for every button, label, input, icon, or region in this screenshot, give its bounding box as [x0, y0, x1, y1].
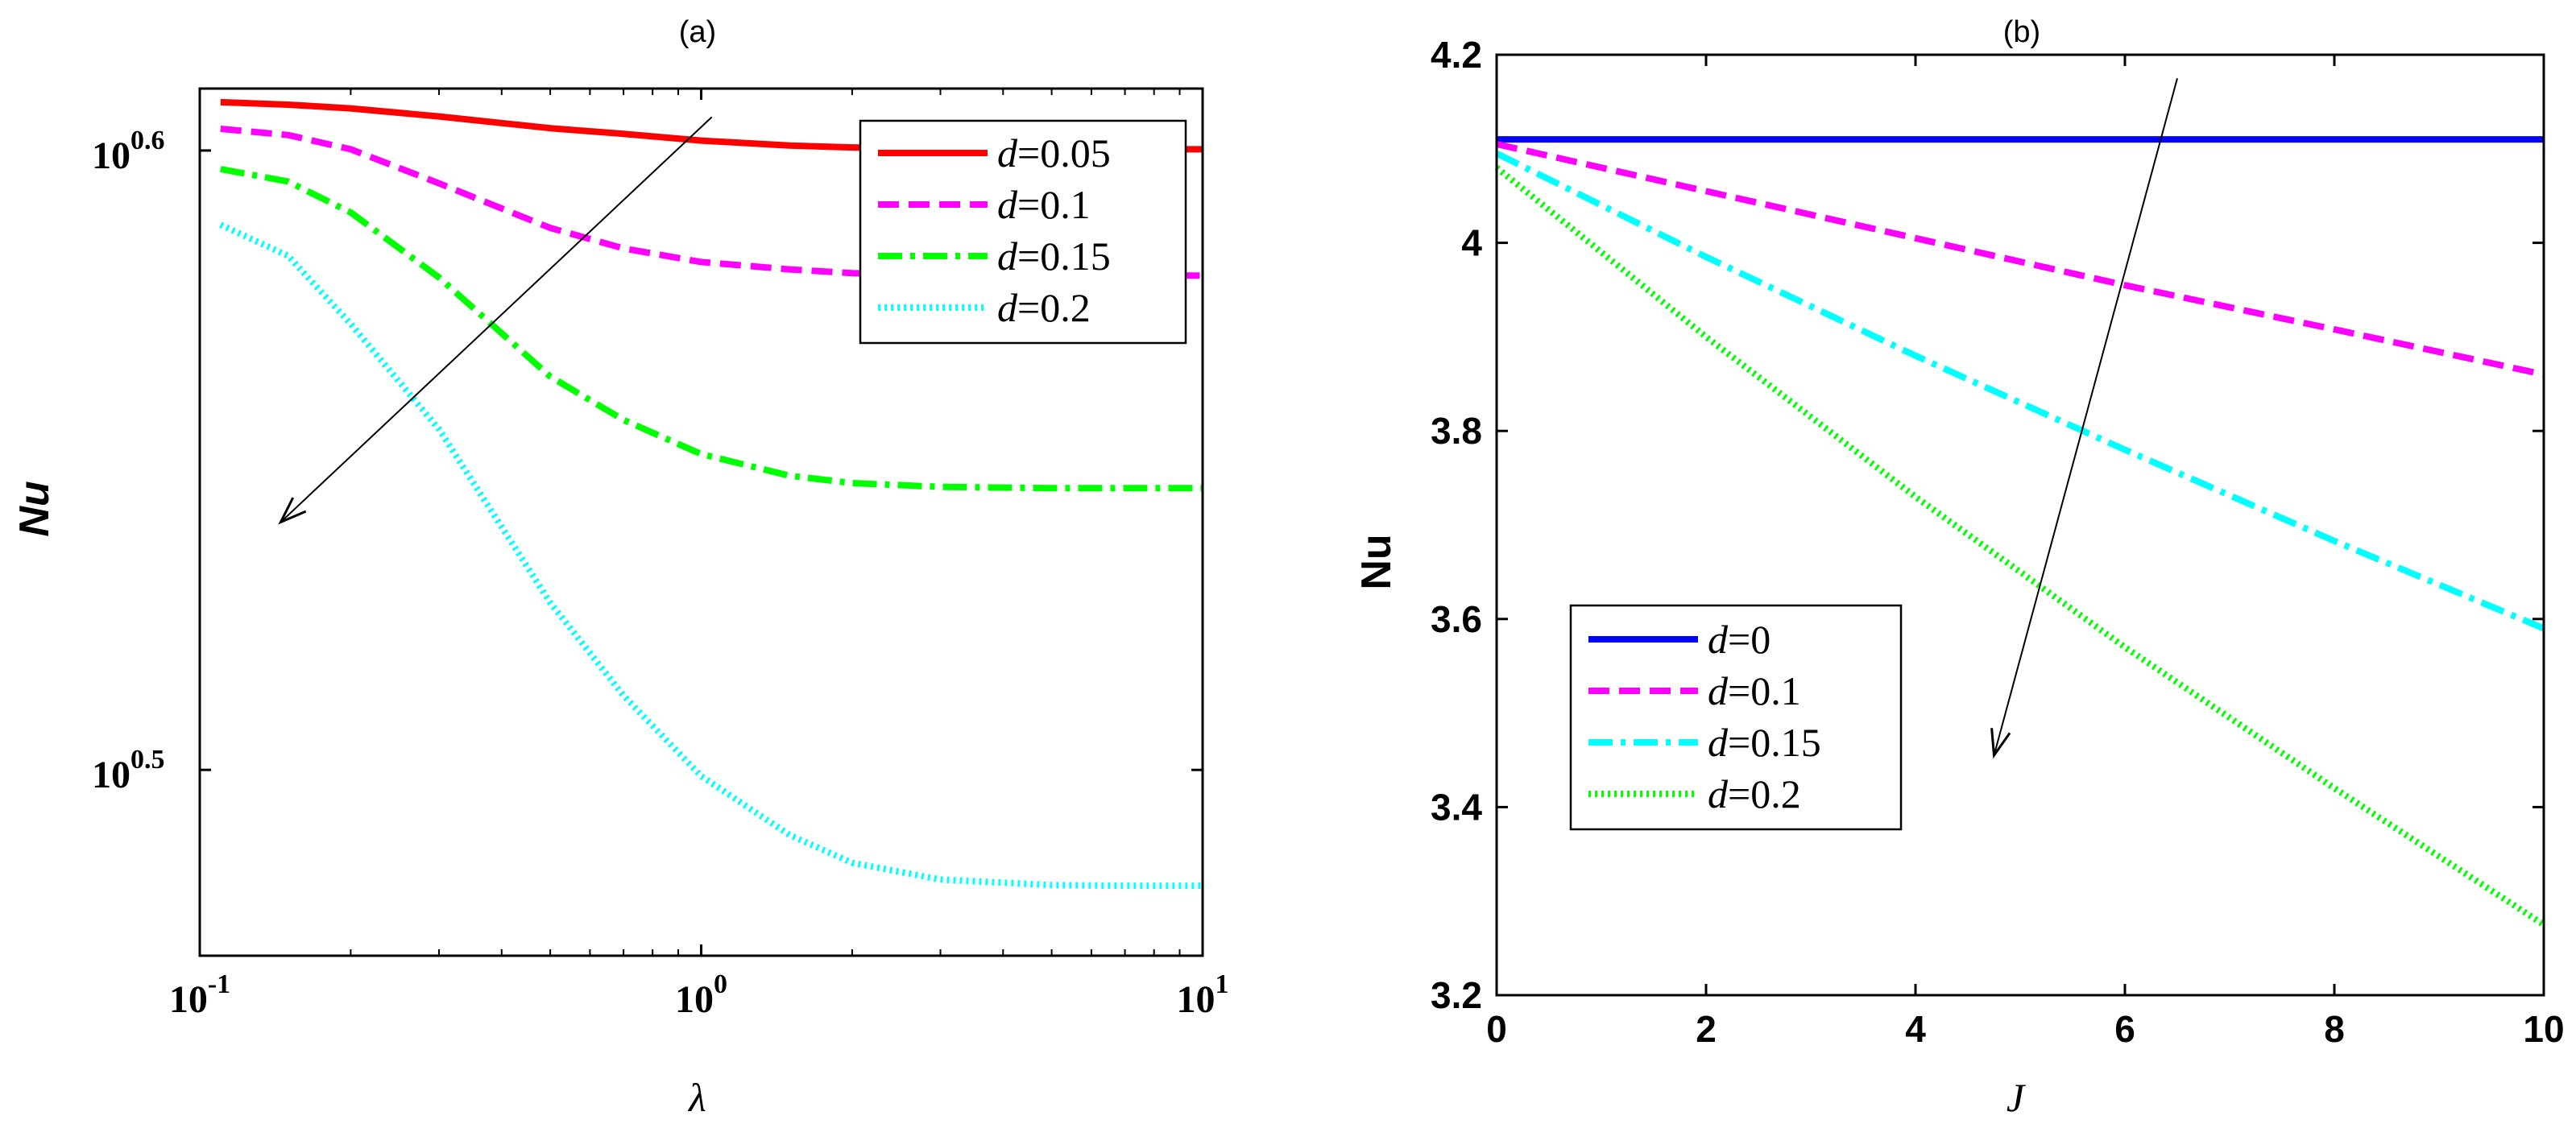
panel-b-arrow-head [1990, 728, 2011, 759]
panel-b-y-tick-label: 3.4 [1431, 786, 1482, 828]
panel-b-legend-val: =0.1 [1728, 668, 1801, 713]
panel-b-x-tick-label: 8 [2324, 1008, 2345, 1050]
panel-b-x-tick-label: 0 [1486, 1008, 1507, 1050]
panel-a-series-line-2 [220, 126, 1203, 279]
panel-a-x-tick-base: 10 [1177, 978, 1216, 1021]
panel-b-series-line-4 [1494, 165, 2546, 928]
panel-b: (b) Nu J 0 2 4 6 8 103.23.43.63.844.2 d=0d=0.… [1353, 15, 2565, 1120]
panel-a-x-label: λ [687, 1075, 706, 1120]
panel-b-ticks: 0 2 4 6 8 10 3.2 3.4 3.6 3.8 4 4.2 [1431, 34, 2565, 1050]
panel-b-legend-box [1569, 604, 1903, 831]
panel-a-arrow [278, 116, 713, 525]
panel-a-legend: d=0.05d=0.1d=0.15d=0.2 [859, 119, 1187, 345]
panel-a-y-tick-exp: 0.5 [130, 745, 165, 775]
panel-b-legend-var: d [1708, 720, 1729, 765]
panel-a-series-line-4 [219, 221, 1203, 890]
panel-a-legend-box [859, 119, 1187, 345]
panel-b-x-tick-label: 6 [2114, 1008, 2135, 1050]
panel-a-legend-var: d [997, 285, 1018, 330]
panel-a-legend-label-4: d=0.2 [997, 285, 1091, 330]
panel-b-legend-var: d [1708, 668, 1729, 713]
panel-a-y-label-text: Nu [11, 481, 58, 536]
panel-a-y-tick-base: 10 [92, 134, 130, 177]
panel-a-x-tick-base: 10 [169, 978, 208, 1021]
panel-a-legend-val: =0.2 [1017, 285, 1091, 330]
panel-a-legend-label-3: d=0.15 [997, 233, 1111, 279]
panel-a-y-tick-label: 100.5 [92, 745, 165, 796]
panel-b-legend-var: d [1708, 617, 1729, 662]
panel-a-legend-var: d [997, 130, 1018, 176]
panel-b-legend-label-3: d=0.15 [1708, 720, 1821, 765]
panel-a-x-tick-label: 100 [675, 969, 727, 1021]
panel-b-legend-var: d [1708, 771, 1729, 816]
panel-a-y-label: Nu [11, 481, 58, 536]
panel-b-y-tick-label: 4 [1461, 222, 1482, 264]
panel-a-x-tick-base: 10 [675, 978, 714, 1021]
panel-a-legend-label-1: d=0.05 [997, 130, 1111, 176]
panel-b-series-line-3 [1495, 151, 2545, 632]
panel-a-arrow-head [278, 497, 307, 525]
panel-a-axes-box [198, 87, 1204, 957]
panel-a-legend-val: =0.15 [1017, 233, 1111, 279]
panel-b-arrow-shaft [1993, 77, 2178, 756]
panel-b-series-line-2 [1496, 141, 2545, 378]
panel-b-x-tick-label: 10 [2523, 1008, 2564, 1050]
panel-a-x-tick-label: 101 [1177, 969, 1229, 1021]
panel-a-legend-var: d [997, 182, 1018, 227]
panel-b-title: (b) [2003, 15, 2040, 49]
panel-b-legend: d=0d=0.1d=0.15d=0.2 [1569, 604, 1903, 831]
panel-b-legend-label-1: d=0 [1708, 617, 1770, 662]
panel-b-legend-label-4: d=0.2 [1708, 771, 1801, 816]
panel-a-y-tick-exp: 0.6 [130, 126, 165, 155]
panel-b-axes-box [1495, 53, 2545, 997]
panel-b-x-label: J [2007, 1075, 2027, 1120]
panel-a-series-line-3 [220, 166, 1203, 492]
panel-a-arrow-shaft [280, 116, 713, 523]
panel-b-series [1494, 136, 2546, 928]
panel-a-x-tick-exp: 1 [1216, 969, 1229, 999]
panel-b-y-tick-label: 3.2 [1431, 974, 1482, 1016]
panel-b-x-tick-label: 2 [1696, 1008, 1717, 1050]
panel-a-legend-val: =0.1 [1017, 182, 1091, 227]
panel-b-legend-label-2: d=0.1 [1708, 668, 1801, 713]
panel-b-legend-val: =0.15 [1728, 720, 1821, 765]
panel-b-legend-val: =0 [1728, 617, 1770, 662]
panel-a-y-tick-base: 10 [92, 754, 130, 796]
panel-a-legend-val: =0.05 [1017, 130, 1111, 176]
panel-a-x-tick-exp: 0 [714, 969, 727, 999]
panel-b-arrow [1990, 77, 2178, 759]
panel-b-legend-val: =0.2 [1728, 771, 1801, 816]
panel-a-legend-label-2: d=0.1 [997, 182, 1091, 227]
panel-b-y-tick-label: 3.8 [1431, 410, 1482, 452]
panel-a-x-tick-label: 10-1 [169, 969, 230, 1021]
panel-a-x-tick-exp: -1 [208, 969, 230, 999]
panel-a-y-tick-label: 100.6 [92, 126, 165, 177]
panel-b-y-tick-label: 3.6 [1431, 598, 1482, 640]
panel-a-legend-var: d [997, 233, 1018, 279]
panel-b-y-label: Nu [1353, 534, 1400, 589]
panel-a-title: (a) [679, 15, 716, 49]
panel-b-y-tick-label: 4.2 [1431, 34, 1482, 76]
panel-b-x-tick-label: 4 [1905, 1008, 1926, 1050]
